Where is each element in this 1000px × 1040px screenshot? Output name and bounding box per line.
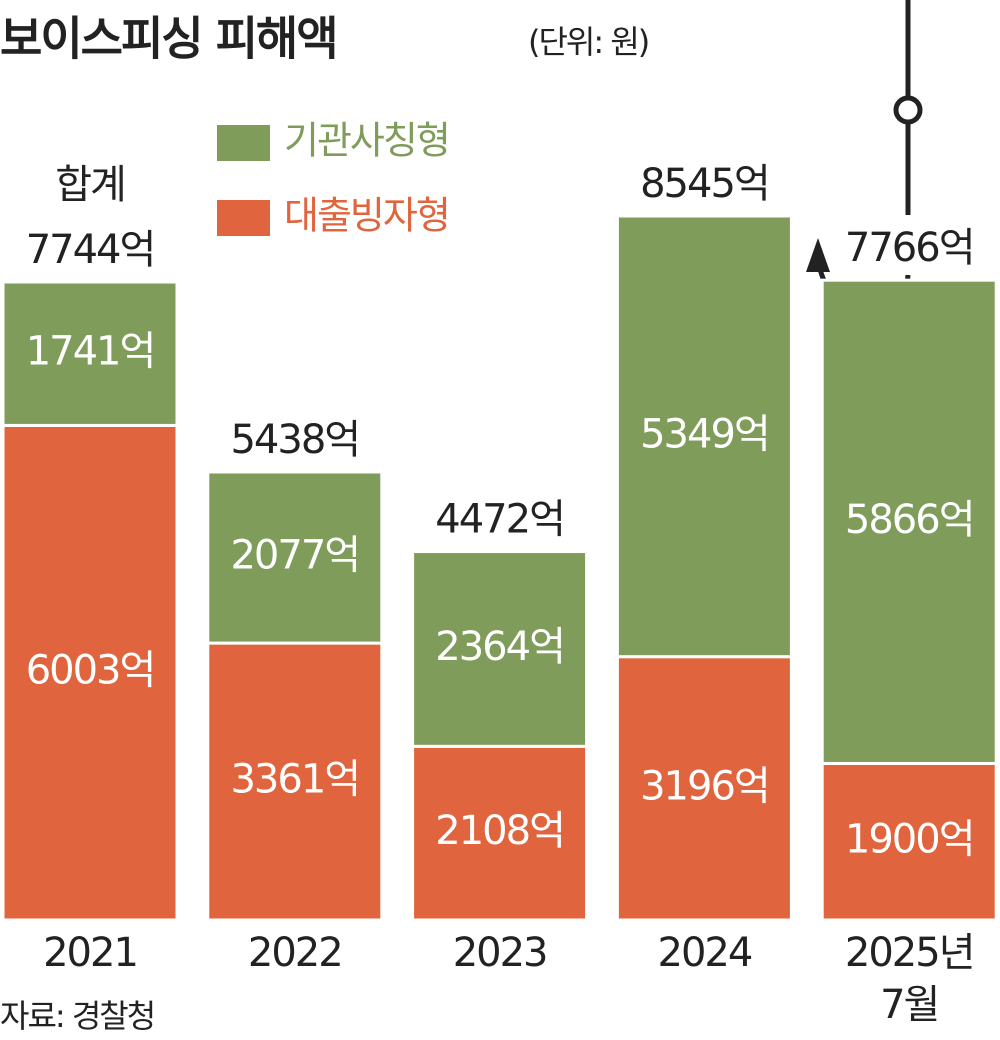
legend-label: 대출빙자형 [284,194,449,238]
data-label: 3361억 [230,757,359,803]
x-tick-label: 2022 [248,930,342,976]
chart-subtitle: (단위: 원) [528,23,648,61]
total-label: 7744억 [26,227,155,273]
x-tick-line: 2024 [658,930,752,976]
total-label: 8545억 [640,161,769,207]
bar-segment [615,655,793,922]
x-tick-label: 2024 [658,930,752,976]
bar-segment [206,470,384,645]
data-label: 2108억 [435,808,564,854]
bar-segment [1,423,179,922]
bar-segment [820,278,998,765]
data-label: 5866억 [845,497,974,543]
bar-segment [411,744,589,922]
legend-label: 기관사칭형 [284,119,449,163]
total-label: 4472억 [435,497,564,543]
data-label: 1741억 [26,329,155,375]
data-label: 6003억 [26,648,155,694]
data-label: 1900억 [845,817,974,863]
source: 자료: 경찰청 [0,997,154,1035]
total-label: 7766억 [845,225,974,271]
total-title: 합계 [55,162,125,208]
x-tick-line: 2023 [453,930,547,976]
data-label: 2364억 [435,624,564,670]
x-tick-line: 2021 [43,930,137,976]
x-tick-line: 2022 [248,930,342,976]
chart-title: 보이스피싱 피해액 [0,12,337,66]
x-tick-label: 2025년 7월 [845,930,974,1028]
bar-segment [411,550,589,748]
data-label: 2077억 [230,533,359,579]
x-tick-line: 7월 [880,982,938,1028]
data-label: 3196억 [640,763,769,809]
legend-swatch [217,200,270,236]
legend-swatch [217,125,270,161]
x-tick-line: 2025년 [845,930,974,976]
bar-segment [1,280,179,427]
bar-segment [820,761,998,922]
total-label: 5438억 [230,417,359,463]
data-label: 5349억 [640,411,769,457]
bar-segment [615,214,793,659]
bar-segment [206,641,384,922]
x-tick-label: 2021 [43,930,137,976]
x-tick-label: 2023 [453,930,547,976]
